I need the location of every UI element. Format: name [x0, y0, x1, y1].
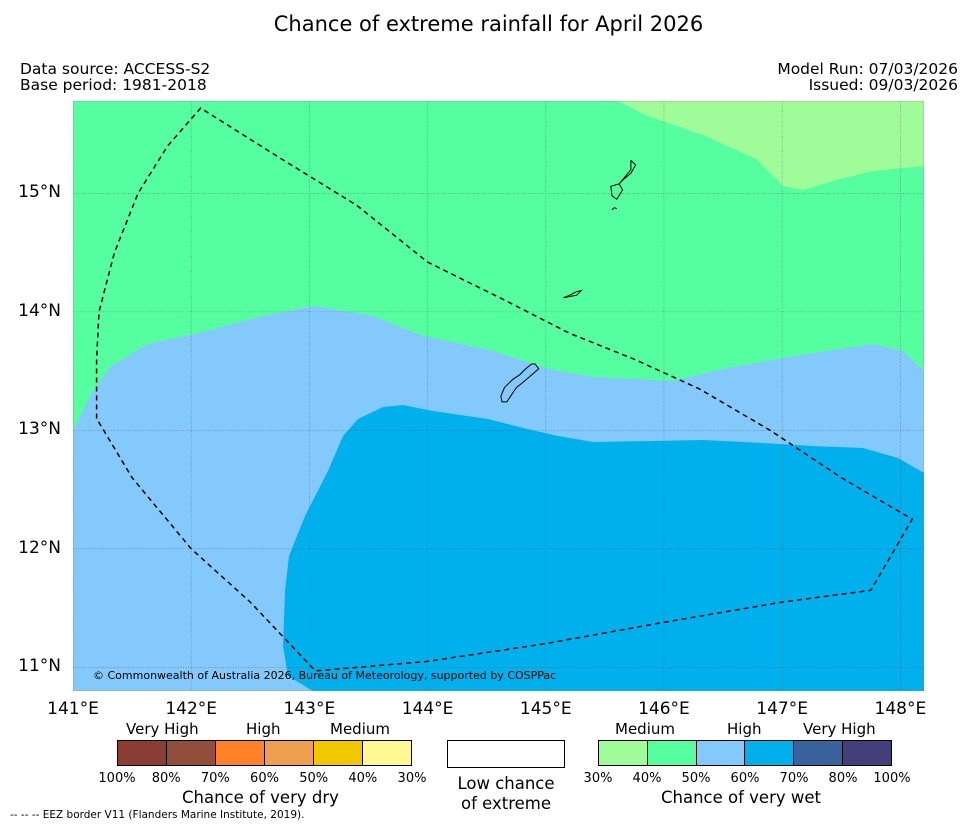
- lat-tick-label: 12°N: [18, 537, 61, 558]
- lon-tick-label: 147°E: [756, 699, 808, 719]
- wet-tick-label: 40%: [632, 771, 662, 786]
- lon-tick-label: 141°E: [47, 699, 99, 719]
- wet-swatch-2: [696, 741, 746, 765]
- region-very-wet-medium-30-40: [618, 101, 924, 190]
- wet-tick-label: 80%: [828, 771, 858, 786]
- wet-label-very-high: Very High: [803, 720, 876, 738]
- lon-tick-label: 146°E: [638, 699, 690, 719]
- copyright-notice: © Commonwealth of Australia 2026, Bureau…: [93, 669, 556, 682]
- wet-swatch-0: [599, 741, 648, 765]
- region-very-wet-high-60-70: [283, 405, 924, 691]
- graticule: [73, 101, 924, 691]
- issued-date: Issued: 09/03/2026: [808, 76, 958, 94]
- dry-tick-label: 60%: [250, 771, 279, 786]
- island-outline-4: [500, 363, 540, 403]
- wet-label-medium: Medium: [615, 720, 675, 738]
- dry-tick-label: 30%: [397, 771, 427, 786]
- island-outline-2: [611, 206, 617, 211]
- dry-swatch-1: [167, 741, 216, 765]
- meta-right: Model Run: 07/03/2026 Issued: 09/03/2026: [777, 61, 958, 93]
- meta-left: Data source: ACCESS-S2 Base period: 1981…: [20, 61, 210, 93]
- island-outline-0: [618, 159, 637, 185]
- wet-colorbar-title: Chance of very wet: [661, 788, 821, 807]
- rainfall-map[interactable]: © Commonwealth of Australia 2026, Bureau…: [73, 101, 924, 691]
- low-chance-label: Low chance of extreme: [440, 774, 572, 814]
- dry-label-high: High: [246, 720, 281, 738]
- wet-swatch-1: [647, 741, 697, 765]
- model-run: Model Run: 07/03/2026: [777, 60, 958, 78]
- dry-tick-label: 50%: [299, 771, 329, 786]
- dry-tick-label: 70%: [200, 771, 230, 786]
- low-chance-swatch: [447, 740, 565, 768]
- dry-tick-label: 80%: [151, 771, 181, 786]
- island-outline-1: [610, 183, 624, 201]
- lon-tick-label: 145°E: [519, 699, 572, 719]
- wet-label-high: High: [727, 720, 762, 738]
- wet-swatch-4: [794, 741, 844, 765]
- wet-tick-label: 60%: [730, 771, 760, 786]
- wet-swatch-3: [745, 741, 795, 765]
- dry-colorbar-title: Chance of very dry: [182, 788, 339, 807]
- wet-tick-label: 50%: [681, 771, 711, 786]
- dry-swatch-0: [118, 741, 167, 765]
- dry-tick-label: 40%: [348, 771, 378, 786]
- island-outline-3: [563, 289, 583, 299]
- eez-footnote: -- -- -- EEZ border V11 (Flanders Marine…: [10, 809, 305, 821]
- base-period: Base period: 1981-2018: [20, 76, 207, 94]
- chart-title: Chance of extreme rainfall for April 202…: [273, 12, 704, 36]
- dry-label-medium: Medium: [330, 720, 390, 738]
- dry-swatch-4: [314, 741, 363, 765]
- wet-tick-label: 70%: [779, 771, 809, 786]
- dry-label-very-high: Very High: [126, 720, 199, 738]
- low-chance-line2: of extreme: [460, 794, 552, 813]
- dry-tick-label: 100%: [98, 771, 136, 786]
- eez-border: [95, 107, 914, 672]
- data-source: Data source: ACCESS-S2: [20, 60, 211, 78]
- islands: [500, 159, 637, 403]
- wet-colorbar: [598, 740, 892, 766]
- low-chance-line1: Low chance: [457, 774, 555, 793]
- wet-swatch-5: [843, 741, 891, 765]
- lon-tick-label: 143°E: [283, 699, 336, 719]
- wet-tick-label: 30%: [583, 771, 613, 786]
- lon-tick-label: 148°E: [874, 699, 927, 719]
- lat-tick-label: 14°N: [18, 300, 61, 321]
- lat-tick-label: 11°N: [18, 656, 61, 677]
- lat-tick-label: 13°N: [18, 419, 61, 440]
- dry-colorbar: [117, 740, 412, 766]
- dry-swatch-3: [265, 741, 314, 765]
- lon-tick-label: 142°E: [165, 699, 218, 719]
- wet-tick-label: 100%: [873, 771, 911, 786]
- lon-tick-label: 144°E: [401, 699, 454, 719]
- dry-swatch-5: [363, 741, 411, 765]
- dry-swatch-2: [216, 741, 265, 765]
- lat-tick-label: 15°N: [18, 182, 61, 203]
